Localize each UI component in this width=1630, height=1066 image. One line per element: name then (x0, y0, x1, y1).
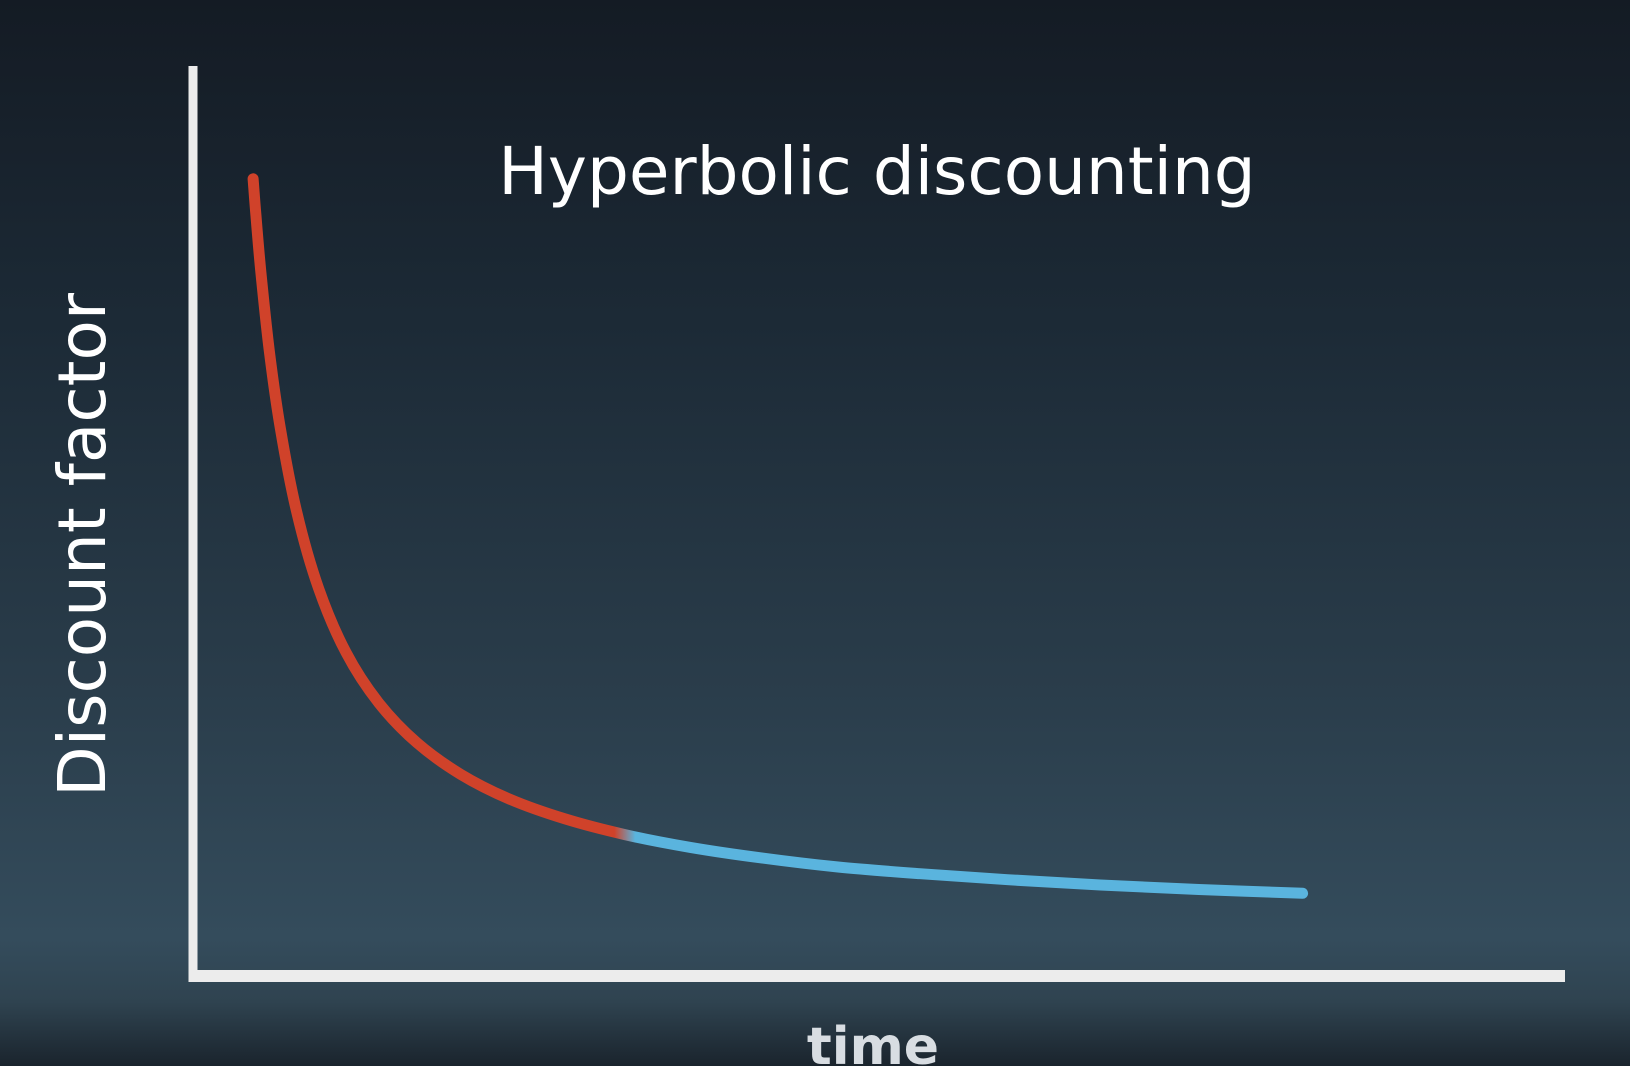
y-axis-label: Discount factor (44, 292, 121, 797)
discount-curve (247, 173, 1309, 899)
chart-title: Hyperbolic discounting (498, 133, 1255, 210)
x-axis-label: time (807, 1017, 939, 1066)
